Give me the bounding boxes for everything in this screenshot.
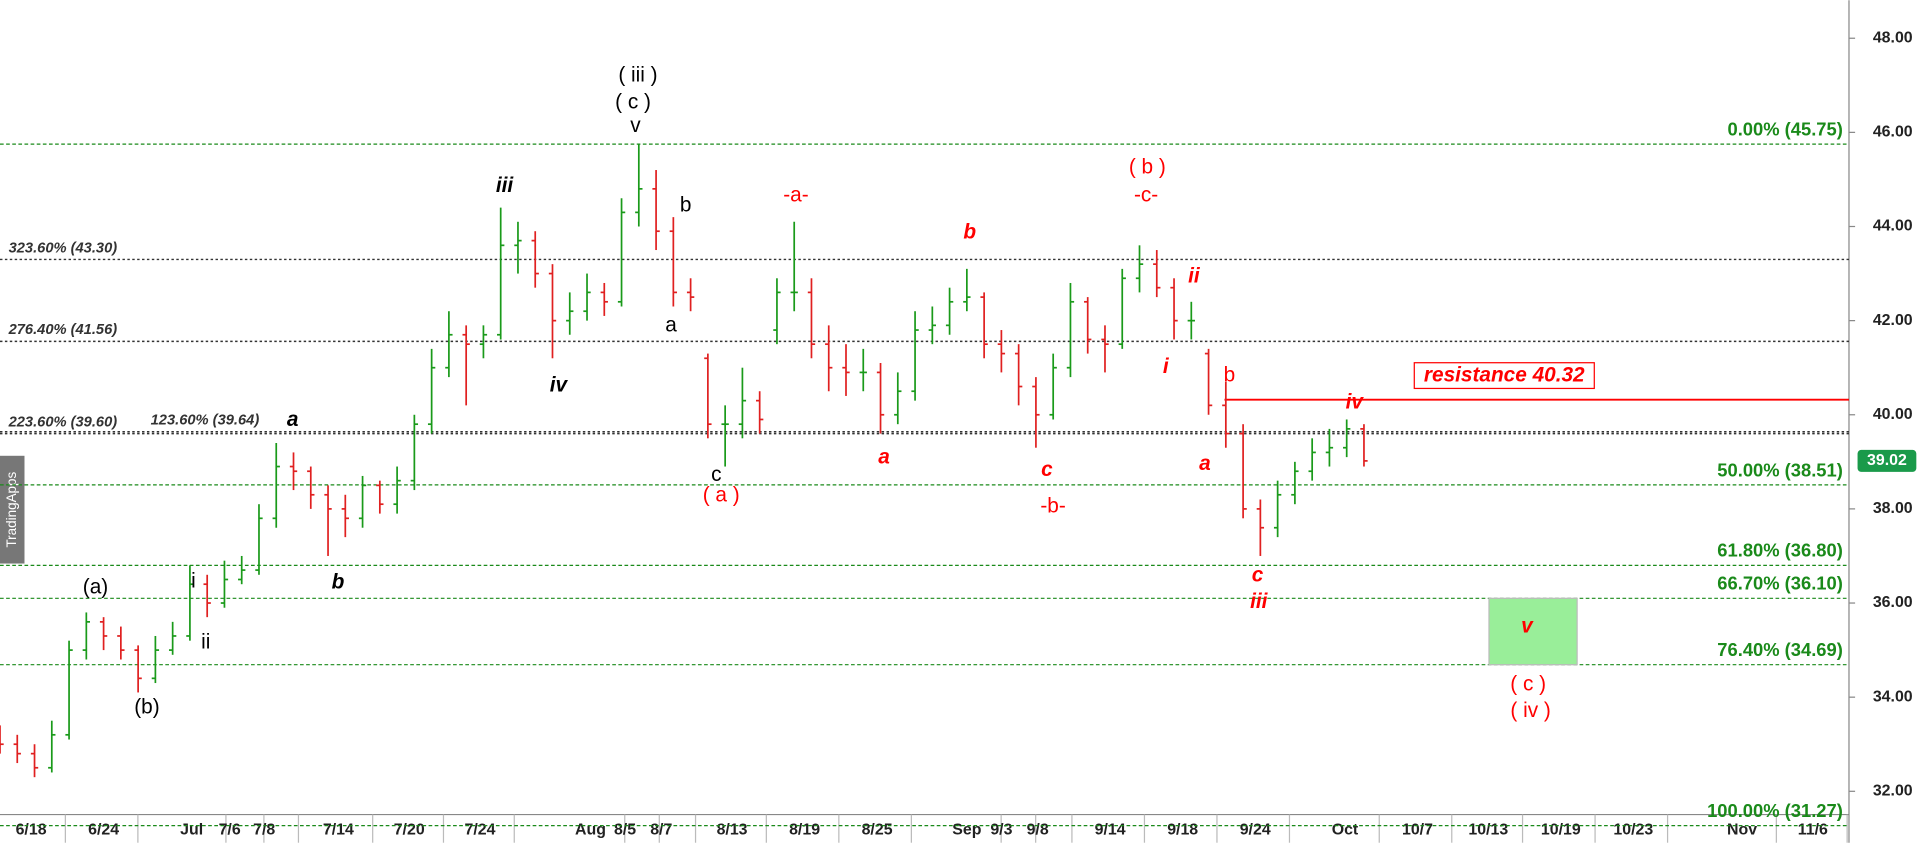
x-tick-label: 9/24 [1240,822,1271,839]
x-tick-label: Sep [952,822,981,839]
y-tick-label: 48.00 [1873,29,1913,46]
wave-label: b [680,193,692,216]
wave-label: b [332,571,345,594]
level-label: 223.60% (39.60) [8,414,118,430]
x-tick-label: 7/6 [219,822,241,839]
level-label: 276.40% (41.56) [8,322,118,338]
wave-label: ii [1188,265,1201,288]
wave-label: ( a ) [703,484,740,507]
wave-label: a [665,313,677,336]
x-tick-label: 9/14 [1095,822,1126,839]
wave-label: i [191,569,196,592]
x-tick-label: 9/8 [1027,822,1049,839]
watermark: TradingApps [4,472,19,548]
x-tick-label: 7/14 [323,822,354,839]
y-tick-label: 32.00 [1873,782,1913,799]
x-tick-label: Jul [180,822,203,839]
target-zone [1488,597,1578,666]
watermark-badge [0,455,25,564]
last-price-tag [1857,449,1917,472]
x-tick-label: 8/7 [650,822,672,839]
wave-label: c [1041,458,1053,481]
x-tick-label: 9/18 [1167,822,1198,839]
wave-label: ( iv ) [1510,699,1550,722]
y-tick-label: 44.00 [1873,218,1913,235]
x-tick-label: 6/24 [88,822,119,839]
x-tick-label: 8/13 [717,822,748,839]
level-label: 61.80% (36.80) [1717,540,1843,561]
x-tick-label: 7/24 [464,822,495,839]
x-tick-label: Aug [575,822,606,839]
x-tick-label: 6/18 [16,822,47,839]
wave-label: ( c ) [615,91,651,114]
wave-label: -c- [1134,184,1158,207]
wave-label: ( iii ) [618,64,657,87]
wave-label: b [1224,364,1236,387]
wave-label: ( b ) [1129,156,1166,179]
x-tick-label: Oct [1332,822,1359,839]
level-label: 0.00% (45.75) [1728,119,1843,140]
wave-label: a [878,446,890,469]
wave-label: b [963,220,976,243]
wave-label: (b) [134,696,159,719]
wave-label: v [1521,615,1534,638]
wave-label: -a- [783,184,808,207]
resistance-label: resistance 40.32 [1424,364,1585,387]
x-tick-label: 10/13 [1468,822,1508,839]
y-tick-label: 34.00 [1873,688,1913,705]
wave-label: c [711,463,721,486]
x-tick-label: Nov [1727,822,1757,839]
wave-label: (a) [83,576,108,599]
x-tick-label: 10/19 [1541,822,1581,839]
y-tick-label: 36.00 [1873,594,1913,611]
x-tick-label: 10/7 [1402,822,1433,839]
resistance-box [1413,362,1595,390]
x-tick-label: 10/23 [1613,822,1653,839]
level-label: 323.60% (43.30) [9,240,118,256]
wave-label: i [1163,355,1170,378]
wave-label: ii [201,631,210,654]
wave-label: -b- [1040,495,1065,518]
x-tick-label: 8/5 [614,822,636,839]
x-tick-label: 11/6 [1798,822,1828,839]
wave-label: iv [1346,391,1365,414]
level-label: 76.40% (34.69) [1717,639,1843,660]
wave-label: v [630,114,641,137]
y-tick-label: 42.00 [1873,312,1913,329]
x-tick-label: 9/3 [990,822,1012,839]
wave-label: a [1199,452,1211,475]
level-label: 100.00% (31.27) [1707,800,1843,821]
x-tick-label: 8/25 [862,822,893,839]
x-tick-label: 8/19 [789,822,820,839]
y-tick-label: 46.00 [1873,124,1913,141]
last-price-label: 39.02 [1867,452,1907,469]
level-label: 123.60% (39.64) [151,413,260,429]
wave-label: iv [550,373,569,396]
level-label: 50.00% (38.51) [1717,459,1843,480]
wave-label: iii [496,174,515,197]
level-label: 66.70% (36.10) [1717,573,1843,594]
y-tick-label: 38.00 [1873,500,1913,517]
y-tick-label: 40.00 [1873,406,1913,423]
wave-label: iii [1250,590,1269,613]
x-tick-label: 7/8 [253,822,275,839]
wave-label: a [287,408,299,431]
x-tick-label: 7/20 [394,822,425,839]
wave-label: c [1252,563,1264,586]
wave-label: ( c ) [1510,672,1546,695]
